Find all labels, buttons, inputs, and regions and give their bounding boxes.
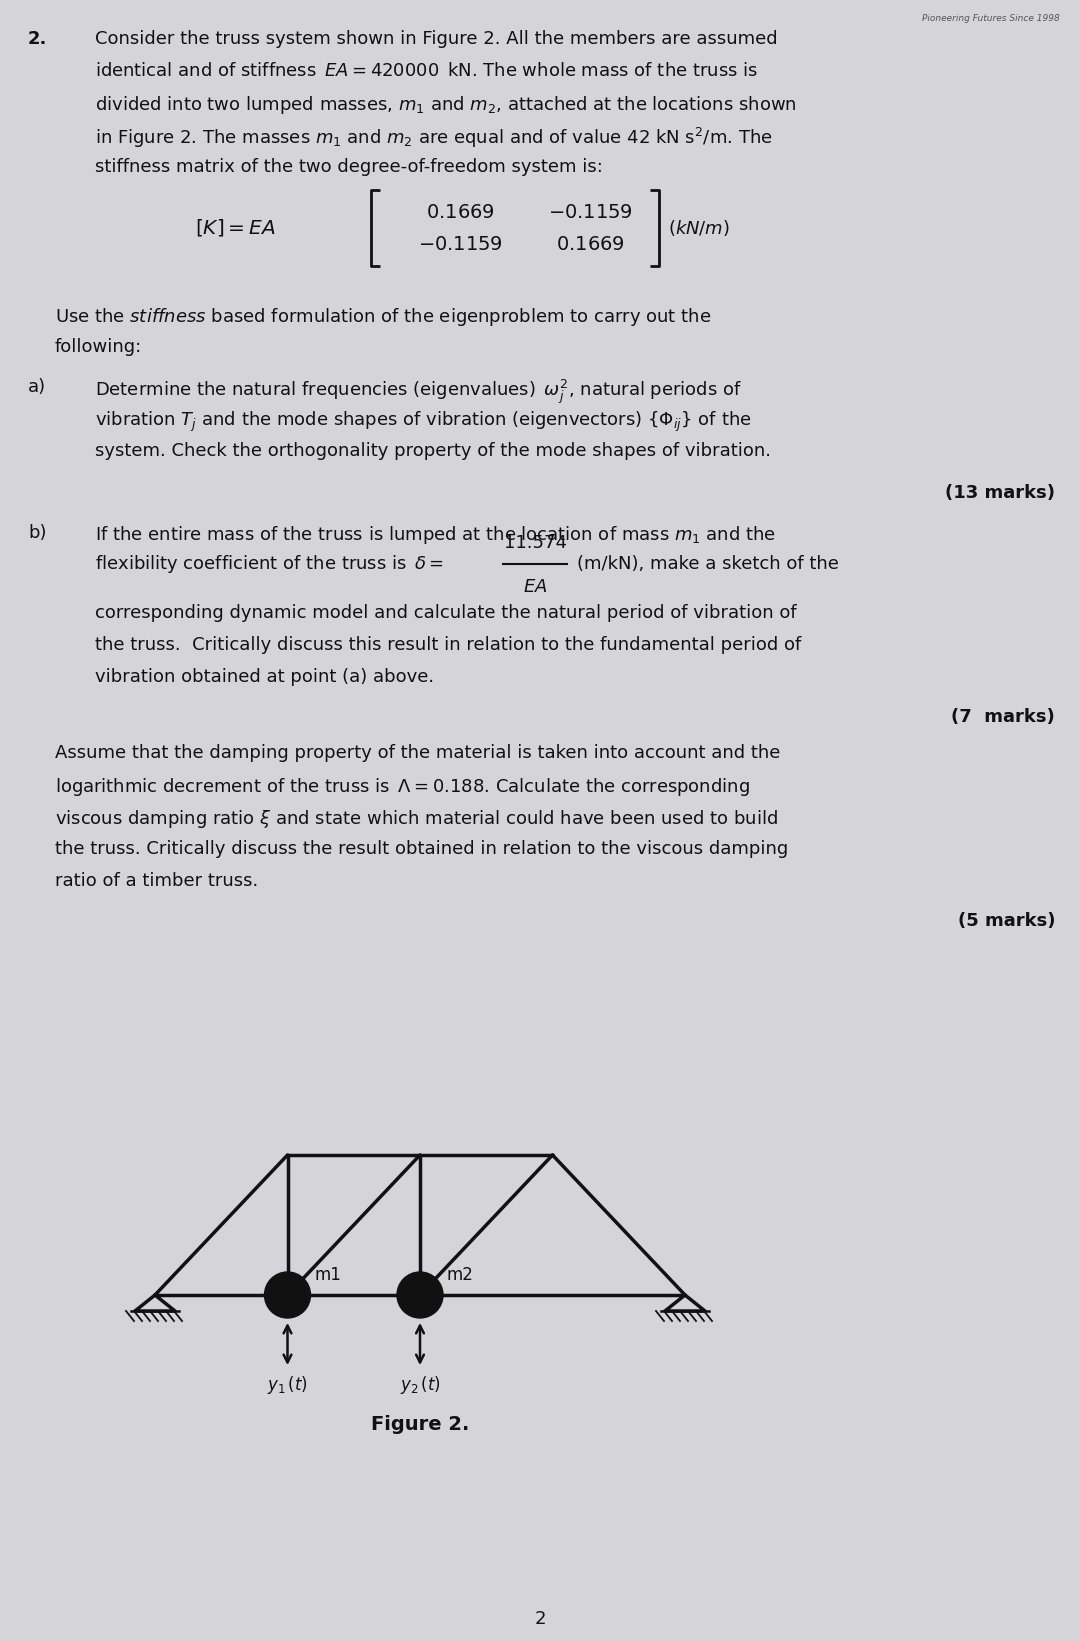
Text: in Figure 2. The masses $m_1$ and $m_2$ are equal and of value 42 kN s$^2$/m. Th: in Figure 2. The masses $m_1$ and $m_2$ … xyxy=(95,126,772,149)
Text: Use the $\mathit{stiffness}$ based formulation of the eigenproblem to carry out : Use the $\mathit{stiffness}$ based formu… xyxy=(55,305,712,328)
Circle shape xyxy=(397,1272,443,1318)
Text: $-0.1159$: $-0.1159$ xyxy=(548,202,632,222)
Text: the truss. Critically discuss the result obtained in relation to the viscous dam: the truss. Critically discuss the result… xyxy=(55,840,788,858)
Text: $y_1\,(t)$: $y_1\,(t)$ xyxy=(267,1374,308,1396)
Text: logarithmic decrement of the truss is $\,\Lambda = 0.188$. Calculate the corresp: logarithmic decrement of the truss is $\… xyxy=(55,776,750,798)
Text: (5 marks): (5 marks) xyxy=(958,912,1055,930)
Text: m2: m2 xyxy=(447,1265,474,1283)
Text: vibration obtained at point (a) above.: vibration obtained at point (a) above. xyxy=(95,668,434,686)
Text: If the entire mass of the truss is lumped at the location of mass $m_1$ and the: If the entire mass of the truss is lumpe… xyxy=(95,523,777,546)
Text: vibration $T_j$ and the mode shapes of vibration (eigenvectors) $\{\Phi_{ij}\}$ : vibration $T_j$ and the mode shapes of v… xyxy=(95,410,752,435)
Text: Figure 2.: Figure 2. xyxy=(370,1415,469,1434)
Text: 2.: 2. xyxy=(28,30,48,48)
Text: identical and of stiffness $\,EA = 420000\,$ kN. The whole mass of the truss is: identical and of stiffness $\,EA = 42000… xyxy=(95,62,758,80)
Text: flexibility coefficient of the truss is $\,\delta =$: flexibility coefficient of the truss is … xyxy=(95,553,444,574)
Text: stiffness matrix of the two degree-of-freedom system is:: stiffness matrix of the two degree-of-fr… xyxy=(95,158,603,176)
Text: following:: following: xyxy=(55,338,143,356)
Text: 11.574: 11.574 xyxy=(503,533,567,551)
Text: the truss.  Critically discuss this result in relation to the fundamental period: the truss. Critically discuss this resul… xyxy=(95,637,801,655)
Text: (m/kN), make a sketch of the: (m/kN), make a sketch of the xyxy=(577,555,839,573)
Text: b): b) xyxy=(28,523,46,542)
Text: $(kN/m)$: $(kN/m)$ xyxy=(669,218,730,238)
Text: $-0.1159$: $-0.1159$ xyxy=(418,235,502,253)
Text: Assume that the damping property of the material is taken into account and the: Assume that the damping property of the … xyxy=(55,743,781,761)
Text: $[K]=EA$: $[K]=EA$ xyxy=(195,218,275,238)
Text: Consider the truss system shown in Figure 2. All the members are assumed: Consider the truss system shown in Figur… xyxy=(95,30,778,48)
Text: 2: 2 xyxy=(535,1610,545,1628)
Text: (13 marks): (13 marks) xyxy=(945,484,1055,502)
Text: a): a) xyxy=(28,377,46,395)
Text: (7  marks): (7 marks) xyxy=(951,707,1055,725)
Circle shape xyxy=(265,1272,311,1318)
Text: ratio of a timber truss.: ratio of a timber truss. xyxy=(55,871,258,889)
Text: divided into two lumped masses, $m_1$ and $m_2$, attached at the locations shown: divided into two lumped masses, $m_1$ an… xyxy=(95,94,797,117)
Text: viscous damping ratio $\xi$ and state which material could have been used to bui: viscous damping ratio $\xi$ and state wh… xyxy=(55,807,778,830)
Text: $0.1669$: $0.1669$ xyxy=(426,202,495,222)
Text: m1: m1 xyxy=(314,1265,341,1283)
Text: $0.1669$: $0.1669$ xyxy=(555,235,624,253)
Text: $EA$: $EA$ xyxy=(523,578,548,596)
Text: Pioneering Futures Since 1998: Pioneering Futures Since 1998 xyxy=(922,15,1059,23)
Text: system. Check the orthogonality property of the mode shapes of vibration.: system. Check the orthogonality property… xyxy=(95,441,771,459)
Text: Determine the natural frequencies (eigenvalues) $\,\omega_j^2$, natural periods : Determine the natural frequencies (eigen… xyxy=(95,377,742,407)
Text: $y_2\,(t)$: $y_2\,(t)$ xyxy=(400,1374,441,1396)
Text: corresponding dynamic model and calculate the natural period of vibration of: corresponding dynamic model and calculat… xyxy=(95,604,797,622)
